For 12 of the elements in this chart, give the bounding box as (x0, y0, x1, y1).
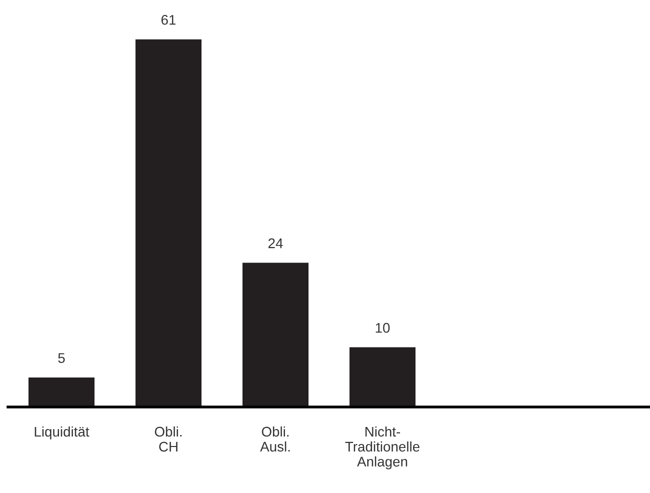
bar (27, 376, 96, 407)
data-label: 24 (268, 238, 283, 248)
x-tick-label: Obli. CH (154, 426, 182, 452)
data-label: 61 (161, 14, 176, 25)
x-tick-label: Liquidität (34, 426, 90, 440)
x-tick-label: Obli. Ausl. (260, 426, 290, 452)
data-label: 5 (58, 353, 65, 363)
data-label: 10 (376, 322, 390, 333)
bar (134, 38, 203, 407)
x-tick-label: Nicht- Traditionelle Anlagen (345, 426, 420, 470)
bar (241, 261, 310, 407)
bar (348, 346, 417, 407)
